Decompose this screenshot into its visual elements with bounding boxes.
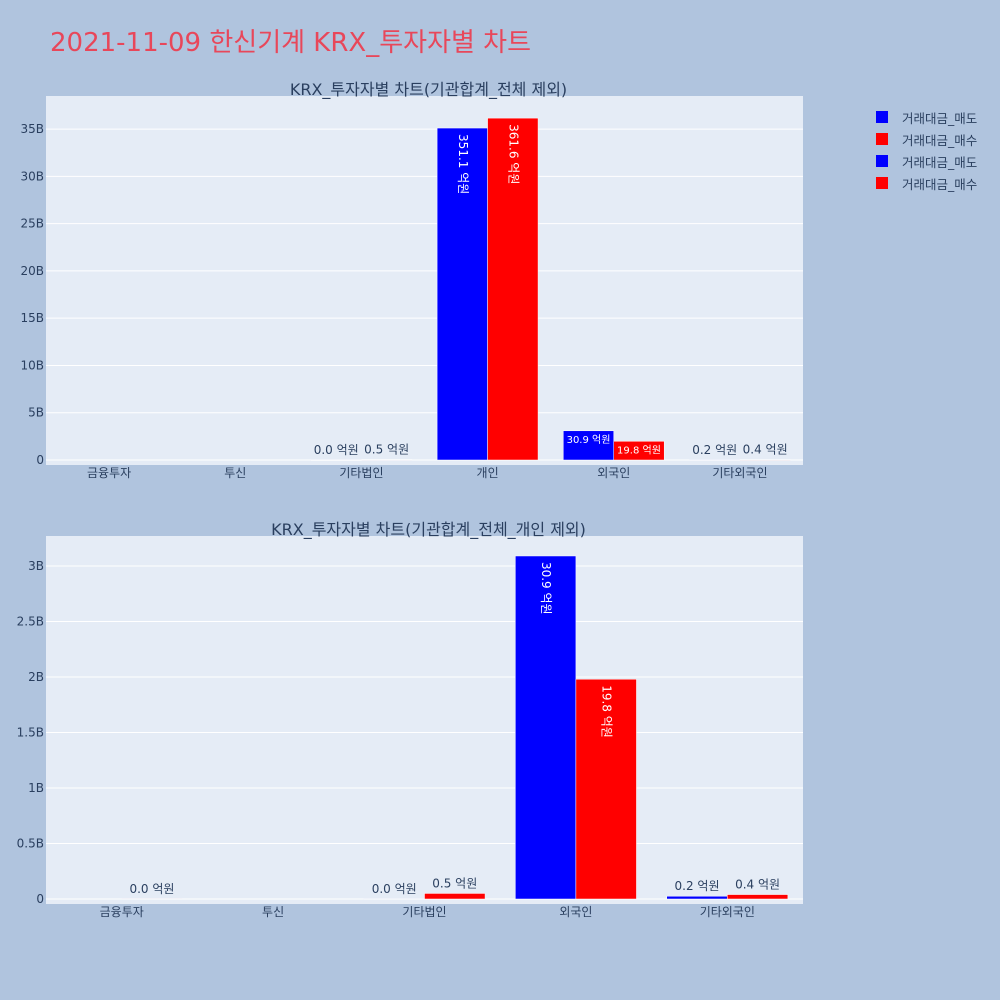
bar — [436, 127, 488, 461]
y-tick-label: 0 — [36, 892, 44, 906]
legend-label: 거래대금_매도 — [902, 110, 978, 126]
y-tick-label: 0.5B — [17, 836, 44, 850]
y-tick-label: 0 — [36, 453, 44, 467]
legend-label: 거래대금_매수 — [902, 132, 978, 148]
x-tick-label: 외국인 — [597, 466, 630, 480]
data-label: 0.5 억원 — [432, 876, 477, 890]
bar — [361, 459, 413, 461]
data-label: 0.5 억원 — [364, 443, 409, 457]
data-label: 351.1 억원 — [456, 134, 470, 194]
chart-title: KRX_투자자별 차트(기관합계_전체 제외) — [290, 80, 567, 100]
bar — [310, 459, 362, 461]
data-label: 0.4 억원 — [743, 443, 788, 457]
data-label: 30.9 억원 — [539, 562, 553, 615]
bar — [487, 117, 539, 461]
legend-swatch — [876, 133, 888, 145]
y-tick-label: 2B — [28, 670, 44, 684]
x-tick-label: 개인 — [477, 466, 499, 480]
legend-swatch — [876, 155, 888, 167]
x-tick-label: 기타외국인 — [712, 466, 767, 480]
y-tick-label: 10B — [20, 358, 44, 372]
x-tick-label: 기타법인 — [339, 466, 383, 480]
x-tick-label: 기타외국인 — [700, 905, 755, 919]
bar — [424, 893, 486, 900]
legend-label: 거래대금_매도 — [902, 154, 978, 170]
bar — [563, 430, 614, 461]
x-tick-label: 금융투자 — [87, 466, 131, 480]
y-tick-label: 15B — [20, 311, 44, 325]
plot-area — [46, 96, 803, 465]
bar — [613, 441, 665, 461]
y-tick-label: 35B — [20, 122, 44, 136]
legend-item[interactable]: 거래대금_매수 — [876, 128, 977, 150]
bar — [575, 678, 637, 900]
legend-item[interactable]: 거래대금_매도 — [876, 150, 977, 172]
legend-label: 거래대금_매수 — [902, 176, 978, 192]
x-tick-label: 기타법인 — [402, 905, 446, 919]
x-tick-label: 투신 — [224, 466, 246, 480]
plot-area — [46, 536, 803, 904]
bar — [727, 894, 789, 900]
y-tick-label: 30B — [20, 169, 44, 183]
y-tick-label: 1.5B — [17, 725, 44, 739]
legend: 거래대금_매도 거래대금_매수 거래대금_매도 거래대금_매수 — [876, 106, 977, 194]
chart-title: KRX_투자자별 차트(기관합계_전체_개인 제외) — [271, 520, 586, 540]
bar — [666, 895, 728, 900]
chart-panel-2: KRX_투자자별 차트(기관합계_전체_개인 제외) 0 0.5B 1B 1.5B 2B 2… — [17, 520, 803, 919]
data-label: 19.8 억원 — [600, 685, 614, 738]
x-tick-label: 투신 — [262, 905, 284, 919]
data-label: 0.0 억원 — [129, 882, 174, 896]
bar — [689, 459, 741, 461]
data-label: 0.2 억원 — [675, 879, 720, 893]
data-label: 0.0 억원 — [372, 882, 417, 896]
y-tick-label: 3B — [28, 559, 44, 573]
data-label: 0.0 억원 — [314, 443, 359, 457]
x-tick-label: 금융투자 — [100, 905, 144, 919]
legend-swatch — [876, 177, 888, 189]
y-tick-label: 5B — [28, 406, 44, 420]
y-tick-label: 25B — [20, 217, 44, 231]
legend-swatch — [876, 111, 888, 123]
bar — [739, 459, 791, 461]
data-label: 0.2 억원 — [692, 443, 737, 457]
data-label: 30.9 억원 — [567, 434, 611, 446]
bar — [121, 898, 183, 900]
legend-item[interactable]: 거래대금_매수 — [876, 172, 977, 194]
y-tick-label: 20B — [20, 264, 44, 278]
y-tick-label: 2.5B — [17, 614, 44, 628]
bar — [363, 898, 425, 900]
data-label: 361.6 억원 — [506, 124, 520, 184]
data-label: 19.8 억원 — [617, 444, 661, 456]
page-title: 2021-11-09 한신기계 KRX_투자자별 차트 — [50, 28, 532, 58]
x-tick-label: 외국인 — [559, 905, 592, 919]
chart-panel-1: KRX_투자자별 차트(기관합계_전체 제외) 0 5B 10B 15B 20B 25B 30… — [20, 80, 803, 480]
bar — [515, 555, 577, 900]
data-label: 0.4 억원 — [735, 878, 780, 892]
y-tick-label: 1B — [28, 781, 44, 795]
legend-item[interactable]: 거래대금_매도 — [876, 106, 977, 128]
